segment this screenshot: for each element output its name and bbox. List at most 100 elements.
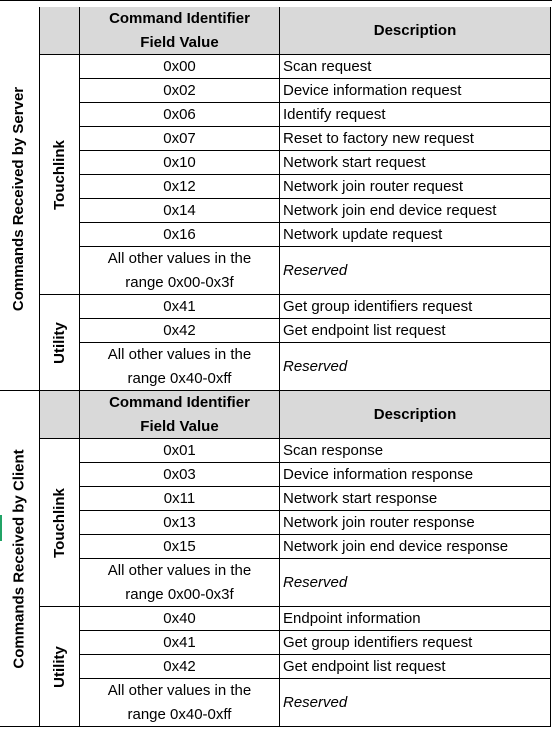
server-touchlink-code-cell[interactable]: 0x07 bbox=[80, 127, 280, 151]
server-touchlink-other-range-line1: All other values in the bbox=[107, 249, 252, 267]
server-touchlink-code: 0x16 bbox=[163, 226, 196, 243]
client-touchlink-code-cell[interactable]: 0x03 bbox=[80, 463, 280, 487]
client-utility-code-cell[interactable]: 0x42 bbox=[80, 655, 280, 679]
server-touchlink-desc-cell[interactable]: Network update request bbox=[280, 223, 551, 247]
client-touchlink-code: 0x13 bbox=[163, 514, 196, 531]
server-touchlink-desc-cell[interactable]: Scan request bbox=[280, 55, 551, 79]
client-touchlink-code: 0x11 bbox=[163, 490, 196, 507]
server-touchlink-desc-cell[interactable]: Reset to factory new request bbox=[280, 127, 551, 151]
client-header-command-id-text-line1: Command Identifier bbox=[109, 393, 250, 411]
server-utility-other-range: All other values in the range 0x40-0xff bbox=[108, 343, 251, 391]
server-touchlink-code-cell[interactable]: 0x16 bbox=[80, 223, 280, 247]
client-utility-desc-cell[interactable]: Get group identifiers request bbox=[280, 631, 551, 655]
server-touchlink-desc: Network start request bbox=[283, 154, 426, 171]
client-touchlink-desc: Scan response bbox=[283, 442, 384, 459]
server-utility-group-label: Utility bbox=[50, 321, 68, 364]
client-utility-other-range: All other values in the range 0x40-0xff bbox=[108, 679, 251, 727]
client-header-command-id[interactable]: Command Identifier Field Value bbox=[80, 391, 280, 439]
server-touchlink-desc-cell[interactable]: Identify request bbox=[280, 103, 551, 127]
server-touchlink-desc-cell[interactable]: Device information request bbox=[280, 79, 551, 103]
client-utility-group-label: Utility bbox=[50, 645, 68, 688]
server-touchlink-other-range: All other values in the range 0x00-0x3f bbox=[108, 247, 251, 295]
client-touchlink-desc: Device information response bbox=[283, 466, 474, 483]
server-touchlink-code-cell[interactable]: 0x02 bbox=[80, 79, 280, 103]
client-header-description[interactable]: Description bbox=[280, 391, 551, 439]
server-touchlink-code: 0x12 bbox=[163, 178, 196, 195]
server-utility-group-label-cell[interactable]: Utility bbox=[40, 295, 80, 391]
server-utility-desc: Get endpoint list request bbox=[283, 322, 446, 339]
client-utility-reserved-cell[interactable]: Reserved bbox=[280, 679, 551, 727]
client-touchlink-other-range: All other values in the range 0x00-0x3f bbox=[108, 559, 251, 607]
client-utility-desc: Get group identifiers request bbox=[283, 634, 473, 651]
server-utility-code-cell[interactable]: 0x42 bbox=[80, 319, 280, 343]
server-touchlink-code-cell[interactable]: 0x14 bbox=[80, 199, 280, 223]
table-top-border bbox=[0, 0, 552, 1]
client-touchlink-desc-cell[interactable]: Device information response bbox=[280, 463, 551, 487]
server-touchlink-desc: Network update request bbox=[283, 226, 443, 243]
server-touchlink-code: 0x10 bbox=[163, 154, 196, 171]
client-touchlink-code: 0x01 bbox=[163, 442, 196, 459]
server-touchlink-other-range-cell[interactable]: All other values in the range 0x00-0x3f bbox=[80, 247, 280, 295]
client-touchlink-desc-cell[interactable]: Network start response bbox=[280, 487, 551, 511]
server-touchlink-desc: Identify request bbox=[283, 106, 386, 123]
client-touchlink-reserved-cell[interactable]: Reserved bbox=[280, 559, 551, 607]
server-header-description[interactable]: Description bbox=[280, 7, 551, 55]
client-touchlink-desc-cell[interactable]: Network join router response bbox=[280, 511, 551, 535]
server-touchlink-other-range-line2: range 0x00-0x3f bbox=[125, 273, 234, 291]
client-utility-code-cell[interactable]: 0x40 bbox=[80, 607, 280, 631]
client-section-label-cell[interactable]: Commands Received by Client bbox=[0, 391, 40, 727]
client-utility-desc-cell[interactable]: Get endpoint list request bbox=[280, 655, 551, 679]
server-touchlink-code: 0x07 bbox=[163, 130, 196, 147]
server-touchlink-desc-cell[interactable]: Network join end device request bbox=[280, 199, 551, 223]
client-utility-reserved: Reserved bbox=[283, 693, 348, 711]
client-utility-desc-cell[interactable]: Endpoint information bbox=[280, 607, 551, 631]
server-utility-desc: Get group identifiers request bbox=[283, 298, 473, 315]
server-touchlink-desc: Device information request bbox=[283, 82, 462, 99]
client-utility-code-cell[interactable]: 0x41 bbox=[80, 631, 280, 655]
client-touchlink-desc-cell[interactable]: Network join end device response bbox=[280, 535, 551, 559]
client-touchlink-group-label-cell[interactable]: Touchlink bbox=[40, 439, 80, 607]
client-utility-other-range-line2: range 0x40-0xff bbox=[127, 705, 232, 723]
server-utility-code-cell[interactable]: 0x41 bbox=[80, 295, 280, 319]
client-touchlink-code: 0x15 bbox=[163, 538, 196, 555]
server-header-command-id[interactable]: Command Identifier Field Value bbox=[80, 7, 280, 55]
client-utility-code: 0x42 bbox=[163, 658, 196, 675]
server-touchlink-desc: Network join router request bbox=[283, 178, 464, 195]
server-touchlink-code-cell[interactable]: 0x10 bbox=[80, 151, 280, 175]
client-touchlink-other-range-cell[interactable]: All other values in the range 0x00-0x3f bbox=[80, 559, 280, 607]
server-header-command-id-text-line2: Field Value bbox=[140, 33, 219, 51]
server-utility-desc-cell[interactable]: Get endpoint list request bbox=[280, 319, 551, 343]
server-touchlink-desc: Reset to factory new request bbox=[283, 130, 474, 147]
server-utility-reserved: Reserved bbox=[283, 357, 348, 375]
server-header-spacer[interactable] bbox=[40, 7, 80, 55]
server-touchlink-desc-cell[interactable]: Network start request bbox=[280, 151, 551, 175]
client-touchlink-code: 0x03 bbox=[163, 466, 196, 483]
server-touchlink-code-cell[interactable]: 0x06 bbox=[80, 103, 280, 127]
client-header-spacer[interactable] bbox=[40, 391, 80, 439]
server-touchlink-reserved-cell[interactable]: Reserved bbox=[280, 247, 551, 295]
server-touchlink-code: 0x00 bbox=[163, 58, 196, 75]
server-utility-reserved-cell[interactable]: Reserved bbox=[280, 343, 551, 391]
server-header-command-id-text-line1: Command Identifier bbox=[109, 9, 250, 27]
client-touchlink-code-cell[interactable]: 0x13 bbox=[80, 511, 280, 535]
client-utility-other-range-cell[interactable]: All other values in the range 0x40-0xff bbox=[80, 679, 280, 727]
client-touchlink-code-cell[interactable]: 0x01 bbox=[80, 439, 280, 463]
server-utility-other-range-cell[interactable]: All other values in the range 0x40-0xff bbox=[80, 343, 280, 391]
server-header-description-text: Description bbox=[373, 21, 457, 39]
client-touchlink-code-cell[interactable]: 0x15 bbox=[80, 535, 280, 559]
client-utility-other-range-line1: All other values in the bbox=[107, 681, 252, 699]
server-touchlink-desc-cell[interactable]: Network join router request bbox=[280, 175, 551, 199]
server-touchlink-code-cell[interactable]: 0x12 bbox=[80, 175, 280, 199]
server-touchlink-code-cell[interactable]: 0x00 bbox=[80, 55, 280, 79]
selection-marker bbox=[0, 515, 2, 541]
server-utility-desc-cell[interactable]: Get group identifiers request bbox=[280, 295, 551, 319]
client-touchlink-desc: Network join router response bbox=[283, 514, 475, 531]
server-touchlink-code: 0x14 bbox=[163, 202, 196, 219]
client-utility-group-label-cell[interactable]: Utility bbox=[40, 607, 80, 727]
client-touchlink-desc-cell[interactable]: Scan response bbox=[280, 439, 551, 463]
client-touchlink-code-cell[interactable]: 0x11 bbox=[80, 487, 280, 511]
client-utility-desc: Get endpoint list request bbox=[283, 658, 446, 675]
server-touchlink-group-label-cell[interactable]: Touchlink bbox=[40, 55, 80, 295]
server-section-label-cell[interactable]: Commands Received by Server bbox=[0, 7, 40, 391]
